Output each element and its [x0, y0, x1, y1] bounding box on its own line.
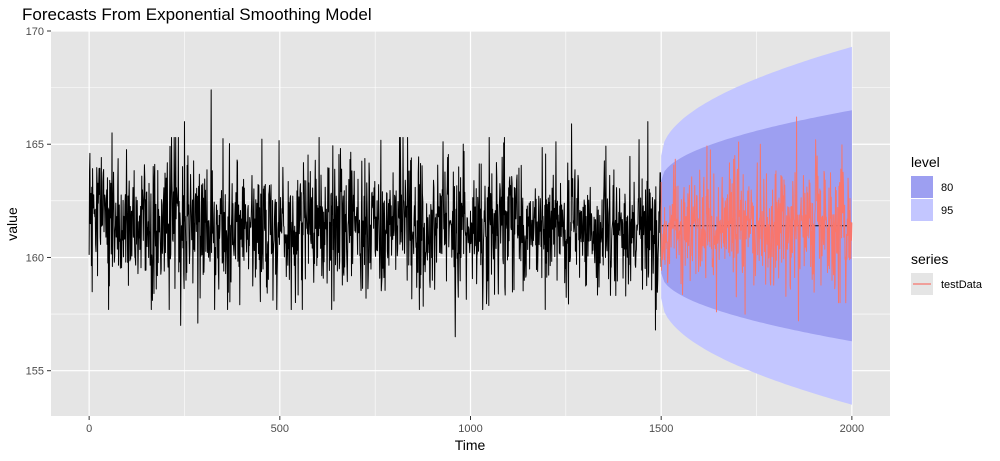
legend-label: 95 — [941, 205, 953, 217]
x-tick-label: 1500 — [649, 423, 673, 435]
y-tick-label: 155 — [26, 366, 44, 378]
x-tick-label: 0 — [86, 423, 92, 435]
x-tick-label: 2000 — [840, 423, 864, 435]
legend-title: series — [911, 251, 948, 267]
legend-label: 80 — [941, 182, 953, 194]
x-tick-label: 1000 — [458, 423, 482, 435]
legend-key-swatch — [911, 199, 933, 221]
axis-ticks: 0 500 1000 1500 2000 155 160 165 170 — [26, 26, 864, 435]
legend-label: testData — [941, 279, 983, 291]
training-series-line — [88, 89, 662, 338]
chart-title: Forecasts From Exponential Smoothing Mod… — [22, 5, 372, 24]
series-lines — [88, 89, 853, 338]
legend-title: level — [911, 154, 940, 170]
legend-key-swatch — [911, 176, 933, 198]
x-tick-label: 500 — [271, 423, 289, 435]
y-axis-title: value — [4, 207, 20, 241]
y-tick-label: 165 — [26, 139, 44, 151]
series-line-testData — [660, 116, 853, 322]
y-tick-label: 170 — [26, 26, 44, 38]
x-axis-title: Time — [455, 437, 486, 453]
y-tick-label: 160 — [26, 252, 44, 264]
